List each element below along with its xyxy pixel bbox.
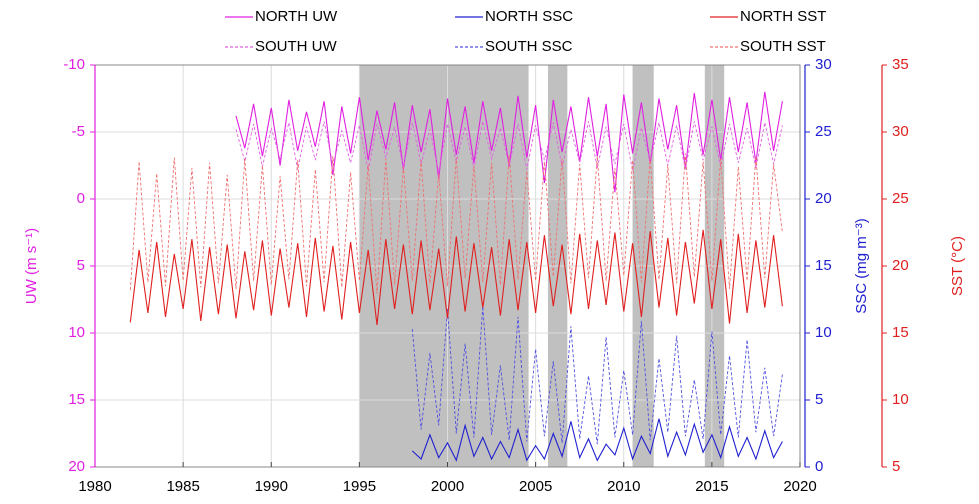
- x-tick-label: 1985: [166, 478, 199, 495]
- series-line: [129, 153, 783, 295]
- y-tick-label: 15: [892, 324, 909, 341]
- y-tick-label: 30: [892, 123, 909, 140]
- y-axis-label: UW (m s⁻¹): [23, 228, 40, 304]
- y-axis-label: SST (°C): [949, 236, 966, 296]
- x-tick-label: 1990: [255, 478, 288, 495]
- y-tick-label: -5: [72, 123, 85, 140]
- y-tick-label: 10: [892, 391, 909, 408]
- x-tick-label: 1995: [343, 478, 376, 495]
- y-tick-label: 25: [815, 123, 832, 140]
- legend-label: SOUTH UW: [255, 38, 338, 55]
- x-tick-label: 2010: [607, 478, 640, 495]
- y-tick-label: -10: [63, 56, 85, 73]
- x-tick-label: 2015: [695, 478, 728, 495]
- legend-label: NORTH SST: [740, 8, 826, 25]
- y-tick-label: 10: [815, 324, 832, 341]
- y-tick-label: 5: [815, 391, 823, 408]
- y-tick-label: 10: [68, 324, 85, 341]
- y-tick-label: 5: [77, 257, 85, 274]
- series-line: [235, 91, 783, 193]
- y-tick-label: 15: [815, 257, 832, 274]
- series-line: [411, 306, 783, 445]
- legend-label: SOUTH SSC: [485, 38, 573, 55]
- y-tick-label: 20: [815, 190, 832, 207]
- legend-label: SOUTH SST: [740, 38, 826, 55]
- y-tick-label: 5: [892, 458, 900, 475]
- series-line: [129, 229, 783, 326]
- x-tick-label: 2000: [431, 478, 464, 495]
- y-tick-label: 0: [815, 458, 823, 475]
- series-line: [411, 418, 783, 462]
- y-tick-label: 15: [68, 391, 85, 408]
- x-tick-label: 1980: [78, 478, 111, 495]
- legend-label: NORTH SSC: [485, 8, 573, 25]
- x-tick-label: 2020: [783, 478, 816, 495]
- series-line: [235, 121, 783, 173]
- y-tick-label: 20: [68, 458, 85, 475]
- legend-label: NORTH UW: [255, 8, 338, 25]
- y-tick-label: 35: [892, 56, 909, 73]
- y-axis-label: SSC (mg m⁻³): [853, 218, 870, 313]
- y-tick-label: 0: [77, 190, 85, 207]
- x-tick-label: 2005: [519, 478, 552, 495]
- y-tick-label: 25: [892, 190, 909, 207]
- y-tick-label: 20: [892, 257, 909, 274]
- y-tick-label: 30: [815, 56, 832, 73]
